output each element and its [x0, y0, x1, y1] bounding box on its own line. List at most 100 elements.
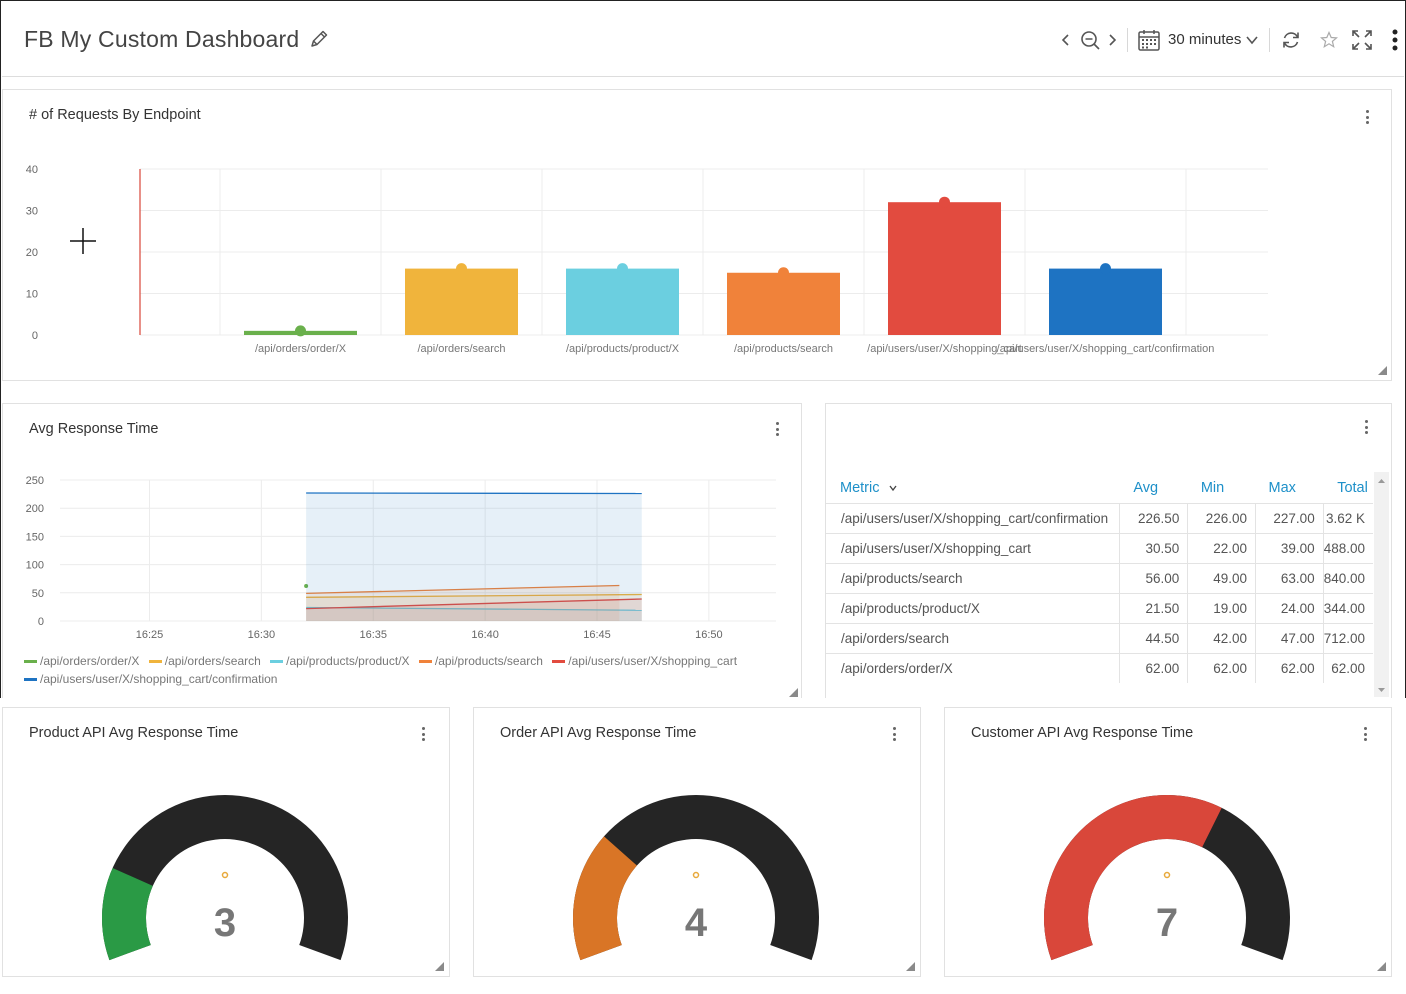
cell-total: 62.00	[1322, 653, 1373, 683]
chevron-right-icon[interactable]	[1103, 26, 1121, 54]
panel-title: Product API Avg Response Time	[29, 725, 239, 741]
cell-max: 62.00	[1255, 653, 1324, 683]
gauge-center-dot	[1163, 871, 1171, 879]
y-tick-label: 30	[26, 206, 38, 218]
bar	[405, 268, 518, 335]
chevron-left-icon[interactable]	[1057, 26, 1075, 54]
legend-item[interactable]: /api/orders/order/X	[24, 654, 139, 668]
legend-item[interactable]: /api/orders/search	[148, 654, 261, 668]
metrics-table: Metric Avg Min Max Total /api/users/user…	[826, 473, 1373, 683]
fullscreen-icon[interactable]	[1349, 26, 1375, 54]
resize-handle[interactable]	[435, 962, 444, 971]
cell-metric: /api/users/user/X/shopping_cart/confirma…	[826, 503, 1120, 534]
y-tick-label: 200	[26, 503, 44, 515]
column-header-max[interactable]: Max	[1268, 480, 1296, 496]
star-icon[interactable]	[1317, 26, 1341, 54]
y-tick-label: 40	[26, 164, 38, 176]
gauge-value: 7	[1155, 901, 1179, 945]
calendar-icon[interactable]	[1136, 26, 1162, 54]
bar-marker	[456, 263, 467, 275]
table-header-row: Metric Avg Min Max Total	[826, 473, 1373, 504]
column-header-min[interactable]: Min	[1200, 480, 1225, 496]
zoom-out-icon[interactable]	[1077, 26, 1103, 54]
panel-menu-icon[interactable]	[1359, 724, 1373, 744]
gauge-value: 3	[213, 901, 237, 945]
requests-bar-chart: 0 10 20 30 40/api/orders/order/X/api/orders/…	[26, 164, 1268, 355]
more-vertical-icon[interactable]	[1386, 26, 1404, 54]
bar-marker	[1100, 263, 1111, 275]
x-tick-label: /api/orders/order/X	[255, 343, 347, 355]
gauge-panel: Order API Avg Response Time 4	[473, 707, 921, 977]
panel-menu-icon[interactable]	[1361, 107, 1375, 127]
resize-handle[interactable]	[906, 962, 915, 971]
table-row[interactable]: /api/users/user/X/shopping_cart 30.50 22.0…	[826, 533, 1373, 564]
column-header-total[interactable]: Total	[1337, 480, 1368, 496]
pencil-icon[interactable]	[308, 28, 330, 50]
x-tick-label: /api/users/user/X/shopping_cart	[867, 343, 1022, 355]
table-row[interactable]: /api/products/search 56.00 49.00 63.00 840.0…	[826, 563, 1373, 594]
chevron-down-icon[interactable]	[1243, 26, 1261, 54]
gauge-track	[573, 795, 819, 961]
cell-min: 62.00	[1187, 653, 1256, 683]
cell-total: 840.00	[1322, 563, 1373, 594]
legend-swatch	[24, 660, 37, 664]
chart-legend: /api/orders/order/X /api/orders/search /…	[24, 652, 784, 688]
time-range-selector[interactable]: 30 minutes	[1168, 31, 1242, 48]
legend-swatch	[552, 660, 566, 664]
cell-max: 63.00	[1255, 563, 1324, 594]
gauge-value: 4	[684, 901, 708, 945]
series-line	[306, 492, 642, 495]
resize-handle[interactable]	[789, 688, 798, 697]
y-tick-label: 250	[26, 475, 44, 487]
legend-item[interactable]: /api/users/user/X/shopping_cart	[552, 654, 737, 668]
avg-response-time-panel: Avg Response Time	[2, 403, 802, 698]
cell-avg: 226.50	[1118, 503, 1188, 534]
table-row[interactable]: /api/products/product/X 21.50 19.00 24.00 34…	[826, 593, 1373, 624]
table-row[interactable]: /api/orders/search 44.50 42.00 47.00 712.00	[826, 623, 1373, 654]
panel-title: Customer API Avg Response Time	[971, 725, 1194, 741]
series-area	[306, 607, 642, 621]
legend-item[interactable]: /api/products/search	[418, 654, 543, 668]
resize-handle[interactable]	[1378, 366, 1387, 375]
gauge-center-dot	[692, 871, 700, 879]
legend-label: /api/users/user/X/shopping_cart/confirma…	[40, 672, 278, 686]
cell-total: 344.00	[1322, 593, 1373, 624]
refresh-icon[interactable]	[1278, 26, 1304, 54]
legend-label: /api/orders/search	[164, 654, 261, 668]
legend-swatch	[418, 660, 432, 664]
cell-avg: 44.50	[1118, 623, 1188, 654]
crosshair-cursor	[70, 228, 96, 254]
gauge-panel: Customer API Avg Response Time 7	[944, 707, 1392, 977]
sort-down-icon[interactable]	[888, 484, 898, 492]
panel-title: # of Requests By Endpoint	[29, 107, 201, 123]
legend-item[interactable]: /api/products/product/X	[270, 654, 410, 668]
legend-label: /api/orders/order/X	[40, 654, 140, 668]
bar	[727, 272, 840, 335]
gauge-track	[101, 795, 348, 961]
panel-title: Avg Response Time	[29, 421, 159, 437]
x-tick-label: 16:35	[359, 629, 387, 641]
cell-min: 19.00	[1187, 593, 1256, 624]
panel-menu-icon[interactable]	[771, 419, 785, 439]
bar-marker	[295, 325, 306, 337]
cell-metric: /api/orders/search	[826, 623, 1120, 654]
cell-min: 42.00	[1187, 623, 1256, 654]
gauge-chart	[1044, 795, 1290, 961]
table-row[interactable]: /api/orders/order/X 62.00 62.00 62.00 62.00	[826, 653, 1373, 683]
table-scrollbar[interactable]	[1374, 472, 1389, 697]
panel-menu-icon[interactable]	[417, 724, 431, 744]
cell-min: 49.00	[1187, 563, 1256, 594]
panel-menu-icon[interactable]	[1360, 417, 1374, 437]
gauge-chart	[101, 795, 348, 961]
legend-item[interactable]: /api/users/user/X/shopping_cart/confirma…	[24, 672, 277, 686]
resize-handle[interactable]	[1377, 962, 1386, 971]
series-area	[306, 599, 642, 621]
column-header-metric[interactable]: Metric	[826, 473, 1119, 504]
gauge-fill	[1044, 795, 1222, 961]
panel-menu-icon[interactable]	[888, 724, 902, 744]
x-tick-label: 16:30	[248, 629, 276, 641]
y-tick-label: 100	[26, 560, 44, 572]
table-row[interactable]: /api/users/user/X/shopping_cart/confirma…	[826, 503, 1373, 534]
column-header-avg[interactable]: Avg	[1133, 480, 1159, 496]
series-line	[306, 598, 642, 610]
